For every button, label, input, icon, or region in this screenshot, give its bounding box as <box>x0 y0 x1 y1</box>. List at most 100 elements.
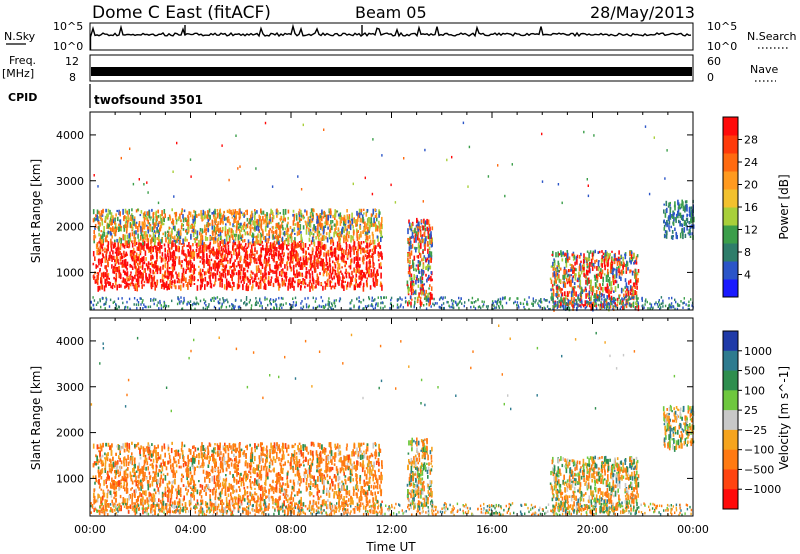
data-cell <box>153 277 155 282</box>
data-cell <box>415 279 417 285</box>
data-cell <box>272 282 275 288</box>
data-cell <box>142 299 144 302</box>
data-cell <box>124 307 126 311</box>
data-cell <box>247 286 249 291</box>
data-cell <box>666 230 668 236</box>
data-cell <box>175 218 178 222</box>
data-cell <box>111 235 113 239</box>
data-cell <box>427 219 430 225</box>
data-cell <box>98 270 101 273</box>
data-cell <box>616 261 619 266</box>
data-cell <box>463 304 465 308</box>
data-cell <box>629 302 631 305</box>
data-cell <box>126 261 129 267</box>
data-cell <box>185 258 187 263</box>
data-cell <box>291 228 294 233</box>
data-cell <box>257 285 260 290</box>
data-cell <box>644 303 646 306</box>
data-cell <box>266 216 268 221</box>
data-cell <box>98 286 101 291</box>
data-cell <box>359 241 361 245</box>
data-cell <box>90 307 93 311</box>
data-cell <box>287 239 289 245</box>
data-cell <box>207 281 209 285</box>
data-cell <box>668 304 670 307</box>
data-cell <box>129 147 131 150</box>
data-cell <box>306 210 308 216</box>
data-cell <box>333 285 336 290</box>
data-cell <box>417 284 420 288</box>
data-cell <box>247 261 249 265</box>
data-cell <box>213 299 215 302</box>
data-cell <box>353 305 355 309</box>
data-cell <box>336 247 339 250</box>
data-cell <box>372 277 375 283</box>
data-cell <box>313 239 315 245</box>
data-cell <box>670 235 673 240</box>
data-cell <box>160 257 163 263</box>
data-cell <box>333 301 335 304</box>
data-cell <box>332 239 334 242</box>
data-cell <box>115 273 118 279</box>
data-cell <box>309 228 312 234</box>
data-cell <box>197 302 200 306</box>
data-cell <box>310 254 313 259</box>
data-cell <box>207 210 209 214</box>
data-cell <box>280 255 283 262</box>
data-cell <box>128 208 130 215</box>
data-cell <box>224 265 227 270</box>
data-cell <box>680 214 683 221</box>
data-cell <box>292 249 295 255</box>
data-cell <box>582 266 585 271</box>
data-cell <box>580 270 583 275</box>
data-cell <box>352 225 354 229</box>
data-cell <box>173 282 176 287</box>
data-cell <box>362 208 365 211</box>
data-cell <box>373 217 375 224</box>
data-cell <box>328 297 330 300</box>
data-cell <box>382 306 384 310</box>
data-cell <box>206 237 209 241</box>
data-cell <box>317 236 320 240</box>
data-cell <box>221 263 224 268</box>
data-cell <box>635 276 637 280</box>
data-cell <box>613 297 616 300</box>
data-cell <box>228 178 230 182</box>
data-cell <box>201 284 203 288</box>
data-cell <box>174 235 176 240</box>
data-cell <box>233 233 236 237</box>
data-cell <box>453 300 455 303</box>
data-cell <box>115 213 117 217</box>
data-cell <box>184 217 186 221</box>
data-cell <box>242 284 244 288</box>
data-cell <box>162 232 164 236</box>
data-cell <box>194 268 197 271</box>
data-cell <box>213 305 216 309</box>
data-cell <box>359 233 361 237</box>
data-cell <box>426 235 428 239</box>
data-cell <box>298 216 301 221</box>
data-cell <box>350 235 352 241</box>
data-cell <box>589 262 591 267</box>
data-cell <box>687 232 690 235</box>
data-cell <box>324 305 326 308</box>
data-cell <box>669 207 672 214</box>
data-cell <box>142 262 144 265</box>
data-cell <box>183 242 185 247</box>
data-cell <box>139 250 142 253</box>
data-cell <box>573 290 576 296</box>
data-cell <box>374 208 376 212</box>
data-cell <box>157 242 159 246</box>
data-cell <box>222 220 224 225</box>
data-cell <box>268 217 271 221</box>
data-cell <box>143 240 146 246</box>
data-cell <box>556 284 558 288</box>
data-cell <box>356 297 358 301</box>
data-cell <box>613 261 616 264</box>
data-cell <box>163 285 165 290</box>
data-cell <box>254 253 256 257</box>
data-cell <box>258 216 261 222</box>
data-cell <box>688 304 690 307</box>
data-cell <box>619 307 621 311</box>
data-cell <box>202 306 204 310</box>
